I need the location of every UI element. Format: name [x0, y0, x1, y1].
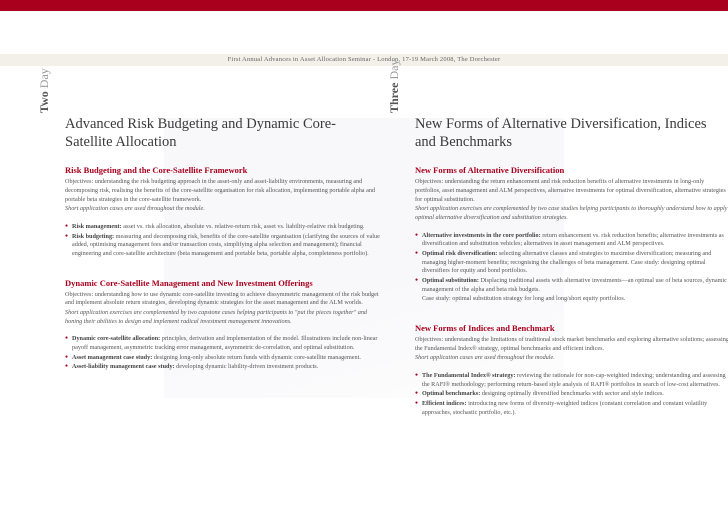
- day-num: Two: [37, 91, 51, 113]
- note-text: Short application cases are used through…: [65, 205, 380, 214]
- objectives-text: Objectives: understanding the risk budge…: [65, 178, 380, 204]
- page-day-three: Three Day New Forms of Alternative Diver…: [415, 115, 728, 418]
- top-red-bar: [0, 0, 728, 11]
- bullet-item: The Fundamental Index® strategy: reviewi…: [415, 372, 728, 389]
- note-text: Short application exercises are compleme…: [415, 205, 728, 222]
- bullet-item: Asset management case study: designing l…: [65, 354, 380, 363]
- objectives-text: Objectives: understanding the limitation…: [415, 336, 728, 353]
- section-heading: New Forms of Indices and Benchmark: [415, 323, 728, 333]
- page-title: Advanced Risk Budgeting and Dynamic Core…: [65, 115, 380, 151]
- header-text: First Annual Advances in Asset Allocatio…: [228, 56, 501, 63]
- bullet-item: Risk budgeting: measuring and decomposin…: [65, 233, 380, 259]
- page-day-two: Two Day Advanced Risk Budgeting and Dyna…: [65, 115, 380, 373]
- bullet-item: Dynamic core-satellite allocation: princ…: [65, 335, 380, 352]
- section-heading: New Forms of Alternative Diversification: [415, 165, 728, 175]
- page-title: New Forms of Alternative Diversification…: [415, 115, 728, 151]
- objectives-text: Objectives: understanding the return enh…: [415, 178, 728, 204]
- section-heading: Risk Budgeting and the Core-Satellite Fr…: [65, 165, 380, 175]
- bullet-item: Optimal benchmarks: designing optimally …: [415, 390, 728, 399]
- day-word: Day: [387, 60, 401, 80]
- bullet-item: Optimal risk diversification: selecting …: [415, 250, 728, 276]
- case-study-text: Case study: optimal substitution strateg…: [415, 295, 728, 304]
- header-strip: First Annual Advances in Asset Allocatio…: [0, 54, 728, 66]
- bullet-item: Asset-liability management case study: d…: [65, 363, 380, 372]
- bullet-item: Alternative investments in the core port…: [415, 232, 728, 249]
- day-word: Day: [37, 68, 51, 88]
- note-text: Short application cases are used through…: [415, 354, 728, 363]
- day-tab-three: Three Day: [387, 60, 402, 113]
- note-text: Short application exercises are compleme…: [65, 309, 380, 326]
- bullet-item: Efficient indices: introducing new forms…: [415, 400, 728, 417]
- objectives-text: Objectives: understanding how to use dyn…: [65, 291, 380, 308]
- bullet-item: Optimal substitution: Displacing traditi…: [415, 277, 728, 294]
- day-tab-two: Two Day: [37, 68, 52, 113]
- section-heading: Dynamic Core-Satellite Management and Ne…: [65, 278, 380, 288]
- day-num: Three: [387, 83, 401, 113]
- bullet-item: Risk management: asset vs. risk allocati…: [65, 223, 380, 232]
